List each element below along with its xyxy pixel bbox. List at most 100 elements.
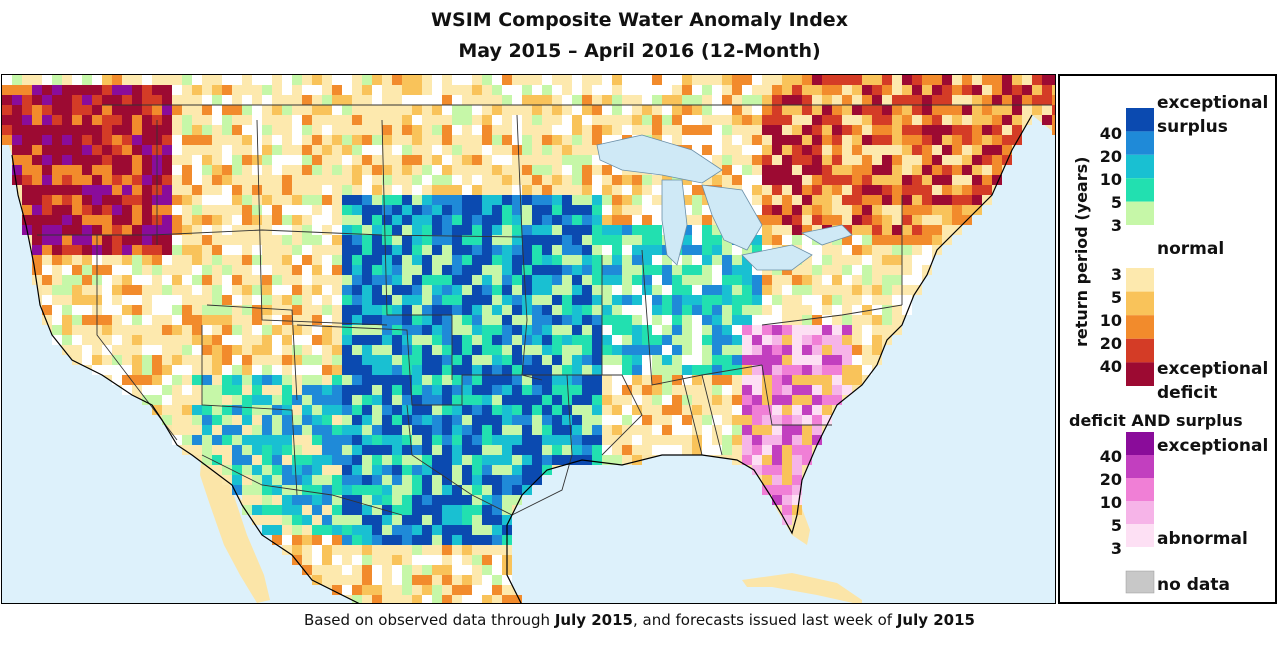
anomaly-cell [652, 75, 662, 85]
anomaly-cell [912, 275, 922, 285]
anomaly-cell [442, 555, 452, 565]
anomaly-cell [632, 285, 642, 295]
anomaly-cell [882, 85, 892, 95]
anomaly-cell [782, 295, 792, 305]
anomaly-cell [652, 415, 662, 425]
anomaly-cell [802, 225, 812, 235]
anomaly-cell [402, 535, 412, 545]
anomaly-cell [562, 285, 572, 295]
anomaly-cell [242, 165, 252, 175]
anomaly-cell [402, 205, 412, 215]
anomaly-cell [272, 515, 282, 525]
anomaly-cell [792, 335, 802, 345]
anomaly-cell [672, 425, 682, 435]
anomaly-cell [832, 395, 842, 405]
anomaly-cell [562, 125, 572, 135]
anomaly-cell [262, 165, 272, 175]
anomaly-cell [262, 525, 272, 535]
anomaly-cell [1002, 145, 1012, 155]
anomaly-cell [122, 305, 132, 315]
anomaly-cell [792, 185, 802, 195]
anomaly-cell [252, 235, 262, 245]
anomaly-cell [862, 365, 872, 375]
anomaly-cell [672, 305, 682, 315]
anomaly-cell [522, 425, 532, 435]
anomaly-cell [532, 215, 542, 225]
anomaly-cell [282, 255, 292, 265]
anomaly-cell [612, 305, 622, 315]
anomaly-cell [102, 205, 112, 215]
anomaly-cell [922, 255, 932, 265]
cuba-island [742, 573, 862, 603]
anomaly-cell [182, 205, 192, 215]
anomaly-cell [282, 475, 292, 485]
anomaly-cell [952, 165, 962, 175]
anomaly-cell [962, 125, 972, 135]
anomaly-cell [432, 515, 442, 525]
anomaly-cell [362, 255, 372, 265]
anomaly-cell [452, 575, 462, 585]
anomaly-cell [342, 555, 352, 565]
anomaly-cell [852, 305, 862, 315]
anomaly-cell [532, 455, 542, 465]
anomaly-cell [902, 285, 912, 295]
anomaly-cell [682, 225, 692, 235]
anomaly-cell [512, 275, 522, 285]
anomaly-cell [482, 345, 492, 355]
anomaly-cell [362, 355, 372, 365]
anomaly-cell [432, 305, 442, 315]
anomaly-cell [262, 285, 272, 295]
anomaly-cell [342, 175, 352, 185]
anomaly-cell [1022, 85, 1032, 95]
anomaly-cell [962, 205, 972, 215]
anomaly-cell [392, 175, 402, 185]
anomaly-cell [332, 505, 342, 515]
anomaly-cell [542, 175, 552, 185]
anomaly-cell [592, 115, 602, 125]
anomaly-cell [702, 385, 712, 395]
anomaly-cell [1022, 95, 1032, 105]
anomaly-cell [262, 145, 272, 155]
anomaly-cell [322, 125, 332, 135]
anomaly-cell [462, 245, 472, 255]
anomaly-cell [822, 85, 832, 95]
anomaly-cell [112, 295, 122, 305]
anomaly-cell [522, 255, 532, 265]
anomaly-cell [282, 395, 292, 405]
anomaly-cell [422, 565, 432, 575]
anomaly-cell [232, 435, 242, 445]
anomaly-cell [442, 465, 452, 475]
anomaly-cell [242, 235, 252, 245]
anomaly-cell [802, 215, 812, 225]
anomaly-cell [392, 255, 402, 265]
anomaly-cell [512, 155, 522, 165]
anomaly-cell [852, 225, 862, 235]
anomaly-cell [52, 335, 62, 345]
anomaly-cell [992, 155, 1002, 165]
anomaly-cell [742, 435, 752, 445]
anomaly-cell [862, 305, 872, 315]
anomaly-cell [952, 115, 962, 125]
anomaly-cell [552, 285, 562, 295]
anomaly-cell [202, 185, 212, 195]
anomaly-cell [562, 245, 572, 255]
anomaly-cell [612, 135, 622, 145]
anomaly-cell [702, 435, 712, 445]
anomaly-cell [372, 295, 382, 305]
anomaly-cell [462, 435, 472, 445]
anomaly-cell [742, 345, 752, 355]
anomaly-cell [252, 215, 262, 225]
anomaly-cell [972, 175, 982, 185]
anomaly-cell [822, 395, 832, 405]
anomaly-cell [502, 515, 512, 525]
anomaly-cell [842, 205, 852, 215]
anomaly-cell [562, 95, 572, 105]
anomaly-cell [562, 235, 572, 245]
anomaly-cell [332, 155, 342, 165]
anomaly-cell [842, 285, 852, 295]
anomaly-cell [542, 285, 552, 295]
anomaly-cell [512, 485, 522, 495]
anomaly-cell [842, 305, 852, 315]
anomaly-cell [142, 225, 152, 235]
anomaly-cell [202, 405, 212, 415]
